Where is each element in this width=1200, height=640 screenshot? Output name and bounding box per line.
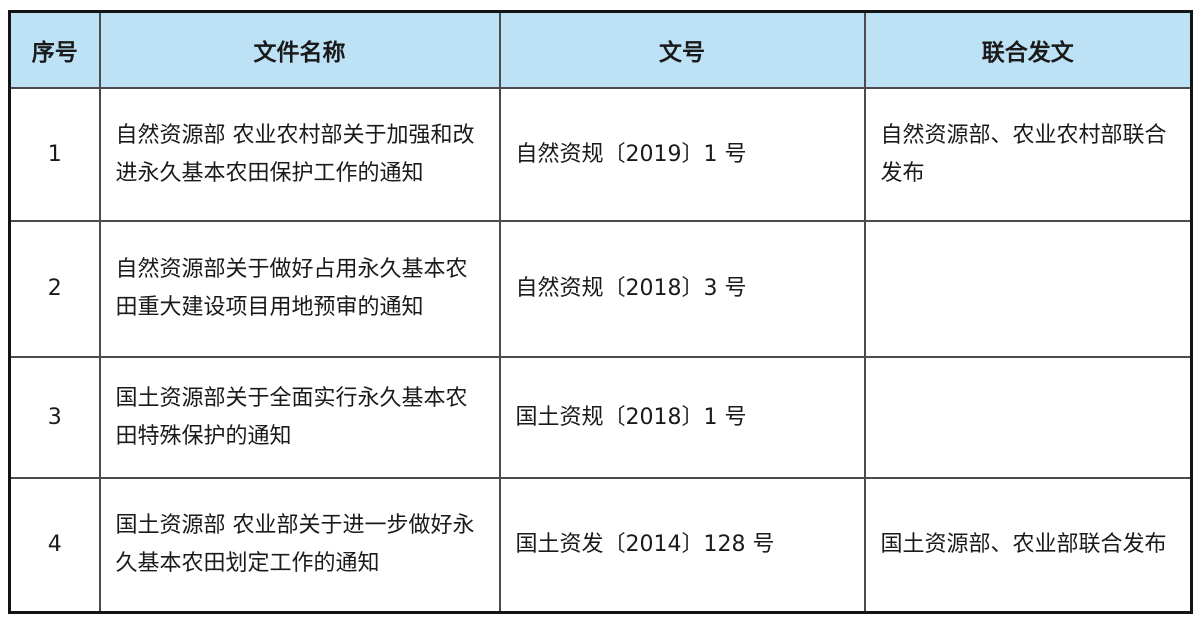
document-table: 序号 文件名称 文号 联合发文 1 自然资源部 农业农村部关于加强和改进永久基本… bbox=[8, 10, 1193, 614]
doc-number-cell: 国土资规〔2018〕1 号 bbox=[498, 356, 866, 479]
joint-issue-cell: 国土资源部、农业部联合发布 bbox=[863, 477, 1193, 613]
joint-issue-cell bbox=[863, 356, 1193, 479]
table-row: 2 自然资源部关于做好占用永久基本农田重大建设项目用地预审的通知 自然资规〔20… bbox=[8, 220, 1193, 358]
table-row: 4 国土资源部 农业部关于进一步做好永久基本农田划定工作的通知 国土资发〔201… bbox=[8, 477, 1193, 613]
document-table-container: 序号 文件名称 文号 联合发文 1 自然资源部 农业农村部关于加强和改进永久基本… bbox=[8, 10, 1193, 614]
file-name-cell: 自然资源部关于做好占用永久基本农田重大建设项目用地预审的通知 bbox=[98, 220, 501, 358]
file-name-cell: 自然资源部 农业农村部关于加强和改进永久基本农田保护工作的通知 bbox=[98, 87, 501, 222]
table-row: 3 国土资源部关于全面实行永久基本农田特殊保护的通知 国土资规〔2018〕1 号 bbox=[8, 356, 1193, 479]
table-header-row: 序号 文件名称 文号 联合发文 bbox=[8, 10, 1193, 89]
header-doc-number: 文号 bbox=[498, 10, 866, 89]
doc-number-cell: 自然资规〔2019〕1 号 bbox=[498, 87, 866, 222]
file-name-cell: 国土资源部关于全面实行永久基本农田特殊保护的通知 bbox=[98, 356, 501, 479]
header-index: 序号 bbox=[8, 10, 101, 89]
table-row: 1 自然资源部 农业农村部关于加强和改进永久基本农田保护工作的通知 自然资规〔2… bbox=[8, 87, 1193, 222]
header-joint-issue: 联合发文 bbox=[863, 10, 1193, 89]
row-index: 2 bbox=[8, 220, 101, 358]
doc-number-cell: 自然资规〔2018〕3 号 bbox=[498, 220, 866, 358]
row-index: 1 bbox=[8, 87, 101, 222]
file-name-cell: 国土资源部 农业部关于进一步做好永久基本农田划定工作的通知 bbox=[98, 477, 501, 613]
joint-issue-cell bbox=[863, 220, 1193, 358]
header-file-name: 文件名称 bbox=[98, 10, 501, 89]
row-index: 3 bbox=[8, 356, 101, 479]
joint-issue-cell: 自然资源部、农业农村部联合发布 bbox=[863, 87, 1193, 222]
doc-number-cell: 国土资发〔2014〕128 号 bbox=[498, 477, 866, 613]
row-index: 4 bbox=[8, 477, 101, 613]
